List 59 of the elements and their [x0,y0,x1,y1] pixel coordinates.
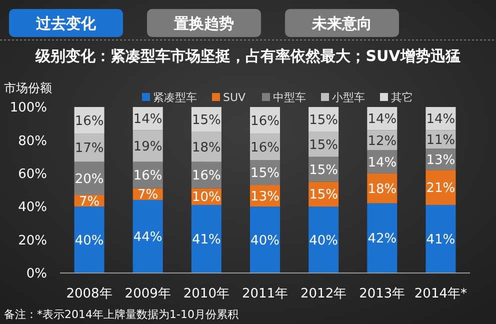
x-tick-label: 2013年 [359,286,406,302]
data-label: 18% [368,182,397,197]
legend-label: 其它 [391,90,413,104]
text: 备注：*表示2014年上牌量数据为1-10月份累积 [4,308,238,321]
data-label: 40% [250,233,280,248]
x-tick-label: 2009年 [124,286,171,302]
data-label: 44% [133,230,162,246]
legend-label: SUV [223,90,246,104]
legend-label: 中型车 [273,90,306,104]
data-label: 7% [78,194,100,210]
data-label: 41% [426,232,456,248]
data-label: 16% [192,168,221,184]
data-label: 10% [192,190,221,206]
data-label: 40% [74,233,104,248]
data-label: 19% [133,140,162,155]
data-label: 21% [426,181,456,196]
data-label: 15% [250,166,280,182]
x-tick-label: 2008年 [66,286,112,302]
data-label: 7% [138,188,158,203]
x-tick-label: 2011年 [242,286,288,302]
y-tick-label: 20% [18,233,47,248]
y-tick-label: 60% [18,166,47,182]
x-tick-label: 2010年 [183,286,230,302]
data-label: 15% [192,113,221,128]
data-label: 13% [426,152,456,168]
data-label: 14% [368,155,397,170]
data-label: 42% [368,232,397,247]
data-label: 16% [74,114,104,129]
data-label: 18% [192,140,221,156]
legend-label: 小型车 [332,90,365,104]
text: 未来意向 [311,14,372,32]
data-label: 11% [426,132,456,148]
x-tick-label: 2014年* [414,286,468,302]
y-axis-title: 市场份额 [4,81,52,96]
data-label: 13% [250,189,280,204]
data-label: 14% [368,112,397,128]
legend-label: 紧凑型车 [153,90,197,104]
data-label: 15% [309,113,338,128]
data-label: 15% [309,138,338,153]
data-label: 17% [74,141,104,156]
x-tick-label: 2012年 [300,286,347,302]
data-label: 20% [74,172,104,187]
y-tick-label: 40% [18,200,47,216]
data-label: 12% [368,134,397,149]
data-label: 16% [250,114,280,129]
data-label: 40% [309,233,338,248]
text: 过去变化 [35,14,97,32]
data-label: 41% [192,232,221,248]
text: 置换趋势 [173,14,234,32]
data-label: 15% [309,188,338,203]
data-label: 14% [426,112,456,128]
y-tick-label: 100% [10,100,47,116]
data-label: 16% [133,168,162,184]
chart-title: 级别变化：紧凑型车市场坚挺，占有率依然最大；SUV增势迅猛 [34,47,460,65]
y-tick-label: 80% [18,134,47,149]
data-label: 16% [250,140,280,156]
data-label: 14% [133,112,162,128]
data-label: 15% [309,162,338,178]
y-tick-label: 0% [26,266,47,282]
